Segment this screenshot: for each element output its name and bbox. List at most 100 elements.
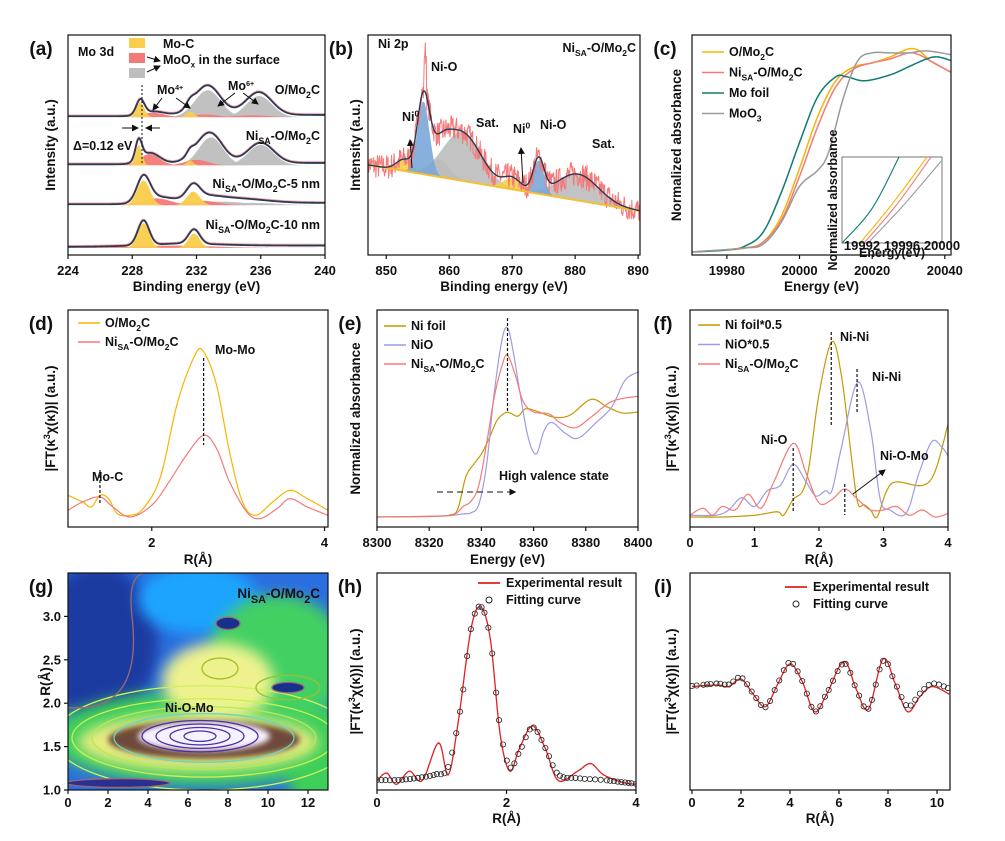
x-axis-label: R(Å) [806, 811, 835, 826]
component-peak-Ni-O [368, 101, 640, 211]
contour-line [255, 674, 321, 701]
fit-point [884, 661, 891, 668]
x-tick-label: 2 [737, 795, 744, 810]
y-axis-label: Normalized absorbance [348, 342, 363, 495]
panel-label: (c) [653, 39, 676, 60]
legend-label: MoO3 [729, 107, 762, 124]
fit-point [753, 695, 760, 702]
fit-point [825, 687, 832, 694]
annotation: Ni-O [761, 433, 788, 447]
fit-point [457, 708, 464, 715]
panel-label: (g) [29, 577, 53, 598]
plot-frame [689, 309, 949, 528]
fit-point [395, 776, 402, 783]
contour-line [169, 726, 231, 746]
sample-label: NiSA-O/Mo2C [563, 41, 637, 58]
fit-point [725, 681, 732, 688]
plot-frame [67, 34, 326, 256]
plot-frame [367, 34, 641, 256]
panel-c: 19980 20000 20020 20040 Energy (eV) Normalize… [653, 34, 963, 294]
contour-line [113, 712, 295, 763]
x-tick-label: 8340 [467, 535, 496, 550]
fit-envelope [68, 84, 325, 118]
fit-point [549, 762, 556, 769]
fit-point [730, 678, 737, 685]
x-tick-label: 240 [314, 263, 336, 278]
fit-point [799, 678, 806, 685]
x-axis-label: Binding energy (eV) [440, 279, 568, 294]
plot-frame [689, 572, 951, 791]
series-line [690, 442, 948, 518]
x-tick-label: 20000 [781, 263, 817, 278]
annotation: Ni-Ni [872, 370, 901, 384]
legend-label: NiSA-O/Mo2C [105, 335, 179, 352]
fit-point [493, 689, 500, 696]
fit-point [410, 775, 417, 782]
fit-point [847, 669, 854, 676]
legend-label: Fitting curve [506, 593, 581, 607]
x-tick-label: 6 [835, 795, 842, 810]
plot-area [368, 42, 640, 221]
fit-point [776, 677, 783, 684]
series-line [692, 50, 951, 253]
x-tick-label: 19980 [709, 263, 745, 278]
fit-point [564, 774, 571, 781]
arrow [242, 92, 259, 105]
fit-point [625, 779, 632, 786]
x-tick-label: 228 [121, 263, 143, 278]
fit-point [572, 774, 579, 781]
series-line [690, 381, 948, 517]
spectrum-label: NiSA-O/Mo2C [246, 129, 320, 146]
fit-point [426, 772, 433, 779]
annotation: Mo4+ [157, 83, 183, 97]
fit-point [794, 668, 801, 675]
fit-point [944, 685, 950, 692]
contour-line [201, 657, 239, 680]
x-tick-label: 8380 [571, 535, 600, 550]
x-tick-label: 4 [144, 795, 152, 810]
fit-point [467, 626, 474, 633]
fit-point [433, 771, 440, 778]
x-tick-label: 8 [884, 795, 891, 810]
legend-label: O/Mo2C [105, 316, 150, 333]
fit-point [422, 773, 429, 780]
legend-label: O/Mo2C [729, 45, 774, 62]
fit-point [378, 777, 385, 784]
x-tick-label: 224 [57, 263, 79, 278]
fit-point [771, 687, 778, 694]
x-tick-label: 12 [301, 795, 315, 810]
series-line [377, 398, 638, 518]
plot-frame [376, 309, 639, 528]
panel-label: (b) [329, 39, 353, 60]
plot-frame [67, 572, 329, 791]
y-tick-label: 1.5 [43, 739, 61, 754]
fit-point [921, 685, 928, 692]
component-peak-Ni0 [368, 159, 640, 211]
fit-point [471, 610, 478, 617]
annotation: Ni-O-Mo [165, 701, 214, 715]
fit-point [931, 680, 938, 687]
fit-point [628, 780, 635, 787]
fit-point [534, 729, 541, 736]
inset-series-line [842, 157, 900, 243]
x-tick-label: 4 [321, 535, 329, 550]
legend-swatch [485, 596, 493, 604]
fit-point [744, 681, 751, 688]
fit-point [785, 660, 792, 667]
fit-point [515, 750, 522, 757]
plot-area [68, 83, 325, 248]
fit-point [748, 688, 755, 695]
contour-line [155, 723, 245, 750]
spectrum-label: NiSA-O/Mo2C-5 nm [213, 177, 320, 194]
x-axis-label: Binding energy (eV) [133, 279, 261, 294]
x-tick-label: 870 [501, 263, 523, 278]
fit-point [603, 777, 610, 784]
x-tick-label: 6 [184, 795, 191, 810]
component-peak-MoOx-grey [68, 137, 325, 166]
fit-point [511, 760, 518, 767]
panel-label: (i) [654, 577, 672, 598]
x-axis-label: Energy (eV) [470, 552, 545, 567]
fit-point [893, 683, 900, 690]
y-tick-label: 3.0 [43, 609, 61, 624]
fit-point [460, 686, 467, 693]
